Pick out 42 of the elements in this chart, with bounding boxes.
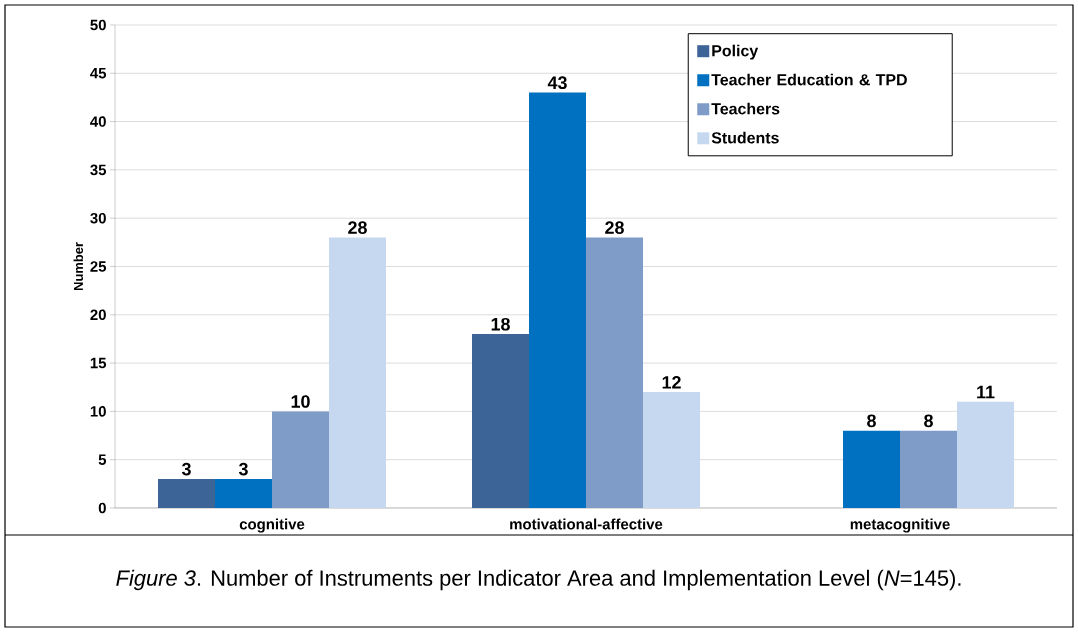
y-tick-label: 35: [90, 164, 107, 176]
data-label: 8: [867, 414, 876, 428]
data-label: 12: [662, 376, 681, 389]
data-label: 10: [291, 395, 310, 408]
data-label: 18: [491, 317, 510, 331]
y-tick-label: 30: [90, 212, 106, 224]
bar: [957, 401, 1015, 508]
legend-label: Policy: [712, 44, 759, 60]
bar: [215, 479, 273, 508]
bar: [643, 392, 701, 508]
bar: [158, 479, 216, 508]
data-label: 43: [547, 76, 567, 90]
y-tick-label: 5: [98, 454, 107, 465]
y-tick-label: 15: [90, 357, 107, 369]
x-tick-label: metacognitive: [850, 518, 950, 533]
y-tick-label: 40: [90, 116, 106, 127]
data-label: 28: [348, 221, 367, 234]
legend-label: Students: [711, 131, 779, 144]
bar: [329, 237, 387, 508]
y-tick-label: 45: [90, 68, 107, 79]
data-label: 3: [181, 462, 191, 476]
y-tick-label: 10: [90, 406, 106, 417]
data-label: 11: [977, 385, 995, 399]
data-label: 28: [605, 221, 624, 234]
legend-label: Teacher Education & TPD: [711, 73, 907, 86]
bar: [843, 430, 901, 508]
text: Figure 3. Number of Instruments per Indicator Area and Implementation Level (N=145).: [116, 569, 961, 591]
legend-label: Teachers: [711, 102, 780, 115]
x-tick-label: motivational-affective: [510, 518, 663, 530]
x-tick-label: cognitive: [239, 518, 305, 533]
y-tick-label: 0: [98, 502, 106, 514]
bar: [472, 334, 530, 508]
bar: [900, 430, 958, 508]
bar: [272, 411, 330, 508]
y-tick-label: 50: [90, 19, 106, 31]
bar: [586, 237, 644, 508]
data-label: 3: [238, 462, 248, 476]
y-tick-label: 25: [90, 261, 107, 272]
data-label: 8: [924, 414, 933, 428]
y-axis-title: Number: [73, 242, 84, 291]
y-tick-label: 20: [90, 309, 106, 321]
bar: [529, 92, 587, 508]
